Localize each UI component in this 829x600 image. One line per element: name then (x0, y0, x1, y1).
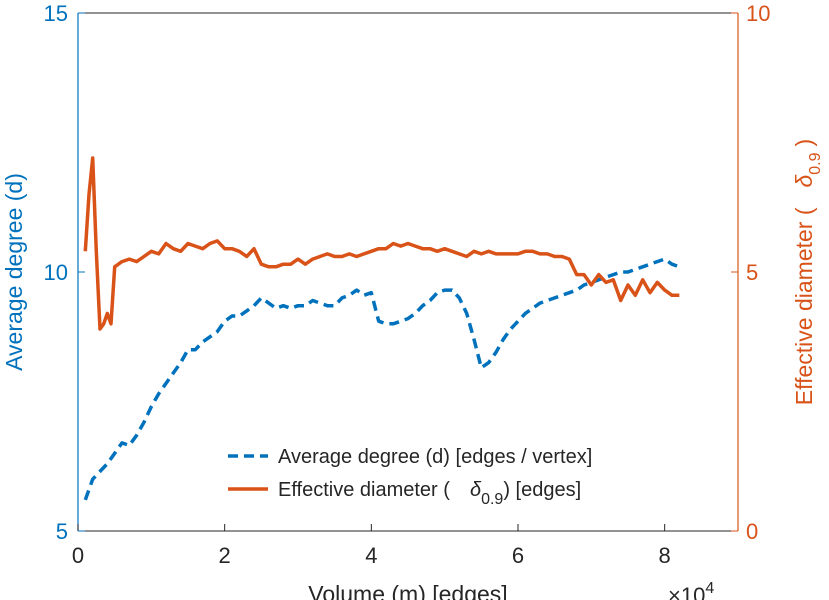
right-y-tick-label: 0 (746, 519, 758, 544)
x-tick-label: 4 (365, 543, 377, 568)
x-tick-label: 6 (512, 543, 524, 568)
left-y-tick-label: 5 (56, 519, 68, 544)
x-axis-label: Volume (m) [edges] (308, 581, 507, 600)
left-y-axis-label: Average degree (d) (1, 173, 27, 371)
left-y-tick-label: 15 (44, 1, 68, 26)
x-tick-label: 2 (219, 543, 231, 568)
legend-label-degree: Average degree (d) [edges / vertex] (278, 446, 592, 468)
x-tick-label: 8 (659, 543, 671, 568)
x-axis-exponent: ×104 (668, 580, 714, 600)
x-axis-ticks: 0 2 4 6 8 (72, 524, 671, 568)
legend: Average degree (d) [edges / vertex] Effe… (228, 446, 592, 508)
legend-label-diameter: Effective diameter (δ0.9) [edges] (278, 479, 581, 508)
series-line-average-degree (83, 257, 680, 501)
x-tick-label: 0 (72, 543, 84, 568)
right-y-axis-label: Effective diameter (δ0.9) (791, 139, 824, 405)
left-y-axis-ticks: 5 10 15 (44, 1, 85, 544)
right-y-axis-ticks: 0 5 10 (731, 1, 770, 544)
series-line-effective-diameter (83, 156, 680, 331)
left-y-tick-label: 10 (44, 260, 68, 285)
series-layer (83, 156, 680, 501)
right-y-tick-label: 5 (746, 260, 758, 285)
right-y-tick-label: 10 (746, 1, 770, 26)
